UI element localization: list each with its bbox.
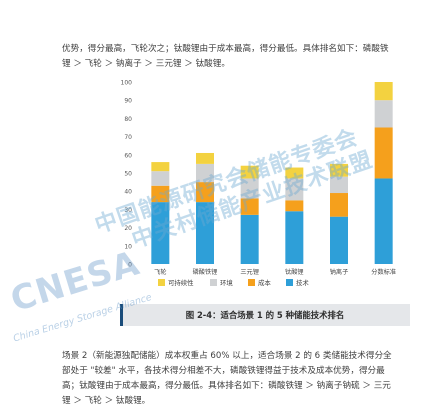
bar-segment bbox=[374, 82, 393, 101]
bar-segment bbox=[330, 216, 348, 264]
x-tick-label: 三元锂 bbox=[240, 268, 259, 276]
bar-segment bbox=[330, 176, 348, 194]
bar-segment bbox=[374, 100, 393, 128]
bar-segment bbox=[285, 200, 304, 212]
bar-segment bbox=[151, 202, 170, 264]
y-tick-label: 80 bbox=[124, 116, 132, 123]
chart-svg: 0 10 20 30 40 50 60 70 80 90 100 飞轮 磷酸铁锂 三元锂 钛酸锂 钠离子 分数标… bbox=[121, 80, 396, 288]
legend-swatch bbox=[248, 279, 255, 286]
x-tick-label: 分数标准 bbox=[371, 268, 396, 276]
x-tick-label: 钛酸锂 bbox=[285, 268, 304, 276]
y-tick-label: 50 bbox=[124, 171, 132, 178]
caption-accent-bar bbox=[120, 304, 123, 326]
bar-segment bbox=[374, 127, 393, 179]
x-tick-label: 钠离子 bbox=[330, 268, 349, 276]
legend-swatch bbox=[210, 279, 217, 286]
y-tick-label: 40 bbox=[124, 189, 132, 196]
y-tick-label: 30 bbox=[124, 207, 132, 214]
y-tick-label: 100 bbox=[121, 80, 133, 87]
legend-label: 可持续性 bbox=[168, 278, 194, 287]
bar-segment bbox=[285, 167, 304, 179]
y-tick-label: 70 bbox=[124, 134, 132, 141]
legend-label: 技术 bbox=[296, 278, 309, 287]
bar-segment bbox=[285, 178, 304, 201]
legend-swatch bbox=[286, 279, 293, 286]
stacked-bar-chart: 0 10 20 30 40 50 60 70 80 90 100 飞轮 磷酸铁锂 三元锂 钛酸锂 钠离子 分数标… bbox=[110, 72, 410, 302]
bar-segment bbox=[330, 163, 348, 177]
paragraph-bottom: 场景 2（新能源独配储能）成本权重占 60% 以上，适合场景 2 的 6 类储能… bbox=[62, 351, 392, 406]
bar-segment bbox=[240, 165, 259, 179]
x-tick-label: 飞轮 bbox=[154, 268, 166, 276]
y-tick-label: 20 bbox=[124, 225, 132, 232]
legend-label: 成本 bbox=[258, 278, 271, 287]
y-tick-label: 90 bbox=[124, 98, 132, 105]
bar-segment bbox=[151, 185, 170, 203]
x-tick-label: 磷酸铁锂 bbox=[193, 268, 218, 276]
bar-segment bbox=[151, 171, 170, 186]
bar-segment bbox=[151, 162, 170, 172]
bar-segment bbox=[374, 178, 393, 264]
bar-segment bbox=[285, 211, 304, 264]
y-tick-label: 0 bbox=[128, 262, 132, 269]
bar-segment bbox=[196, 182, 214, 203]
legend-swatch bbox=[158, 279, 165, 286]
legend-label: 环境 bbox=[220, 278, 233, 287]
bar-segment bbox=[240, 214, 259, 264]
bar-segment bbox=[196, 163, 214, 183]
bar-segment bbox=[330, 193, 348, 217]
paragraph-top: 优势，得分最高，飞轮次之；钛酸锂由于成本最高，得分最低。具体排名如下：磷酸铁锂 … bbox=[62, 44, 389, 69]
bar-segment bbox=[240, 198, 259, 215]
figure-caption: 图 2-4：适合场景 1 的 5 种储能技术排名 bbox=[185, 310, 345, 320]
y-tick-label: 10 bbox=[124, 243, 132, 250]
bar-segment bbox=[240, 178, 259, 199]
y-tick-label: 60 bbox=[124, 152, 132, 159]
figure-caption-box: 图 2-4：适合场景 1 的 5 种储能技术排名 bbox=[120, 304, 410, 326]
bar-segment bbox=[196, 202, 214, 264]
bar-segment bbox=[196, 152, 214, 164]
